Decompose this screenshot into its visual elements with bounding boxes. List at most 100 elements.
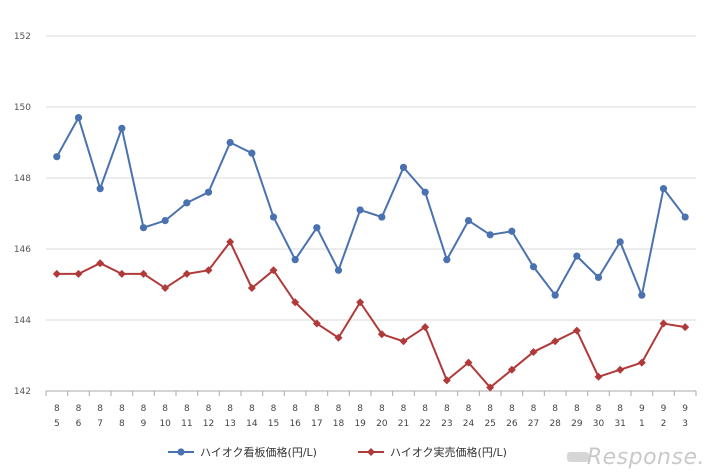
x-tick-label-day: 30 xyxy=(593,419,605,429)
data-point xyxy=(551,337,560,346)
x-tick-label-day: 10 xyxy=(159,419,171,429)
x-tick-label-month: 8 xyxy=(271,404,277,414)
data-point xyxy=(226,237,235,246)
data-point xyxy=(118,124,126,132)
y-tick-label: 144 xyxy=(14,316,31,326)
legend-label: ハイオク実売価格(円/L) xyxy=(390,445,507,459)
x-tick-label-month: 8 xyxy=(97,404,103,414)
x-tick-label-day: 28 xyxy=(549,419,561,429)
axes: 1421441461481501528586878889810811812813… xyxy=(14,32,697,429)
x-tick-label-month: 8 xyxy=(357,404,363,414)
x-tick-label-month: 8 xyxy=(552,404,558,414)
data-point xyxy=(399,163,408,171)
legend-marker xyxy=(367,448,375,456)
data-point xyxy=(616,365,625,374)
series xyxy=(52,114,690,392)
x-tick-label-month: 8 xyxy=(466,404,472,414)
x-tick-label-month: 8 xyxy=(119,404,125,414)
legend-item-2: ハイオク実売価格(円/L) xyxy=(358,445,507,459)
data-point xyxy=(377,330,386,339)
x-tick-label-day: 13 xyxy=(224,419,235,429)
x-tick-label-day: 14 xyxy=(246,419,258,429)
y-tick-label: 148 xyxy=(14,174,31,184)
data-point xyxy=(53,153,61,161)
data-point xyxy=(182,269,191,278)
data-point xyxy=(204,266,213,275)
x-tick-label-month: 8 xyxy=(227,404,233,414)
data-point xyxy=(529,347,538,356)
data-point xyxy=(637,358,646,367)
data-point xyxy=(638,291,646,299)
x-tick-label-month: 8 xyxy=(422,404,428,414)
x-tick-label-month: 8 xyxy=(336,404,342,414)
data-point xyxy=(291,256,299,264)
data-point xyxy=(204,188,213,196)
data-point xyxy=(573,252,581,260)
x-tick-label-month: 8 xyxy=(54,404,60,414)
x-tick-label-day: 8 xyxy=(119,419,125,429)
data-point xyxy=(378,213,386,221)
y-tick-label: 150 xyxy=(14,103,31,113)
x-tick-label-day: 1 xyxy=(639,419,645,429)
x-tick-label-day: 21 xyxy=(398,419,409,429)
data-point xyxy=(486,383,495,392)
x-tick-label-month: 9 xyxy=(682,404,688,414)
data-point xyxy=(681,323,690,332)
data-point xyxy=(443,256,451,264)
legend-marker xyxy=(177,448,185,456)
x-tick-label-day: 19 xyxy=(354,419,366,429)
x-tick-label-month: 9 xyxy=(639,404,645,414)
x-tick-label-day: 3 xyxy=(682,419,688,429)
x-tick-label-day: 22 xyxy=(419,419,430,429)
x-tick-label-day: 17 xyxy=(311,419,322,429)
data-point xyxy=(117,269,126,278)
x-tick-label-day: 11 xyxy=(181,419,192,429)
data-point xyxy=(74,269,83,278)
data-point xyxy=(572,326,581,335)
legend-item-1: ハイオク看板価格(円/L) xyxy=(168,445,317,459)
data-point xyxy=(334,333,343,342)
data-point xyxy=(508,227,516,235)
x-tick-label-day: 2 xyxy=(661,419,667,429)
data-point xyxy=(659,319,668,328)
x-tick-label-day: 9 xyxy=(141,419,147,429)
data-point xyxy=(96,259,105,268)
data-point xyxy=(247,284,256,293)
data-point xyxy=(659,185,668,193)
y-tick-label: 142 xyxy=(14,387,31,397)
x-tick-label-day: 7 xyxy=(97,419,103,429)
x-tick-label-month: 8 xyxy=(141,404,147,414)
legend-label: ハイオク看板価格(円/L) xyxy=(200,445,317,459)
data-point xyxy=(334,266,343,274)
data-point xyxy=(594,273,603,281)
x-tick-label-day: 12 xyxy=(203,419,214,429)
x-tick-label-month: 8 xyxy=(401,404,407,414)
data-point xyxy=(226,138,234,147)
y-tick-label: 152 xyxy=(14,32,31,42)
data-point xyxy=(507,365,516,374)
data-point xyxy=(356,298,365,307)
data-point xyxy=(464,358,473,367)
x-tick-label-day: 29 xyxy=(571,419,583,429)
y-tick-label: 146 xyxy=(14,245,31,255)
x-tick-label-day: 5 xyxy=(54,419,60,429)
x-tick-label-month: 8 xyxy=(596,404,602,414)
data-point xyxy=(312,319,321,328)
x-tick-label-month: 8 xyxy=(314,404,320,414)
data-point xyxy=(529,263,538,271)
series-line xyxy=(56,240,686,389)
x-tick-label-month: 8 xyxy=(531,404,537,414)
x-tick-label-month: 8 xyxy=(509,404,515,414)
response-logo-icon xyxy=(567,452,589,462)
x-tick-label-day: 15 xyxy=(268,419,279,429)
watermark-logo: Response. xyxy=(586,445,705,470)
data-point xyxy=(464,217,473,225)
x-tick-label-day: 25 xyxy=(484,419,495,429)
data-point xyxy=(313,224,321,232)
data-point xyxy=(442,376,451,385)
x-tick-label-month: 8 xyxy=(206,404,212,414)
legend: ハイオク看板価格(円/L) ハイオク実売価格(円/L) xyxy=(168,445,507,459)
x-tick-label-day: 27 xyxy=(528,419,539,429)
